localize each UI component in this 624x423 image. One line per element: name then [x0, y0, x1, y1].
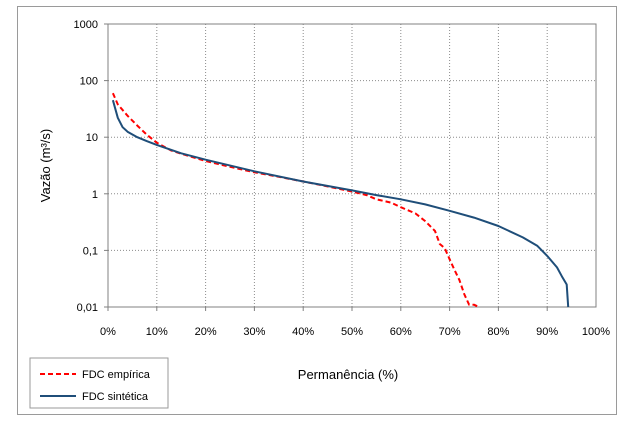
y-tick-label: 100	[80, 76, 98, 88]
x-tick-label: 0%	[100, 326, 116, 338]
y-tick-label: 1000	[74, 19, 98, 31]
x-tick-label: 90%	[536, 326, 558, 338]
y-tick-label: 1	[92, 189, 98, 201]
tick-labels: 0% 10% 20% 30% 40% 50% 60% 70% 80% 90% 100% 0,01 0,1…	[74, 19, 611, 338]
series-lines	[111, 92, 570, 308]
x-tick-label: 60%	[390, 326, 412, 338]
plot-border	[107, 23, 597, 308]
series-line-sintetica	[111, 99, 570, 308]
x-axis-title: Permanência (%)	[298, 367, 398, 382]
x-tick-label: 50%	[341, 326, 363, 338]
y-axis-title: Vazão (m³/s)	[38, 129, 53, 202]
x-tick-label: 40%	[292, 326, 314, 338]
gridlines	[108, 24, 596, 307]
x-tick-label: 10%	[146, 326, 168, 338]
x-tick-label: 20%	[195, 326, 217, 338]
legend: FDC empírica FDC sintética	[29, 357, 169, 409]
series-line-empirica	[111, 92, 480, 308]
y-tick-label: 0,1	[83, 245, 98, 257]
legend-box	[29, 357, 169, 409]
legend-label-sintetica: FDC sintética	[82, 391, 149, 403]
x-tick-label: 100%	[582, 326, 610, 338]
legend-label-empirica: FDC empírica	[82, 369, 151, 381]
x-tick-label: 70%	[439, 326, 461, 338]
x-tick-label: 30%	[243, 326, 265, 338]
y-tick-label: 0,01	[77, 302, 98, 314]
axes	[104, 23, 597, 311]
y-tick-label: 10	[86, 132, 98, 144]
x-tick-label: 80%	[487, 326, 509, 338]
